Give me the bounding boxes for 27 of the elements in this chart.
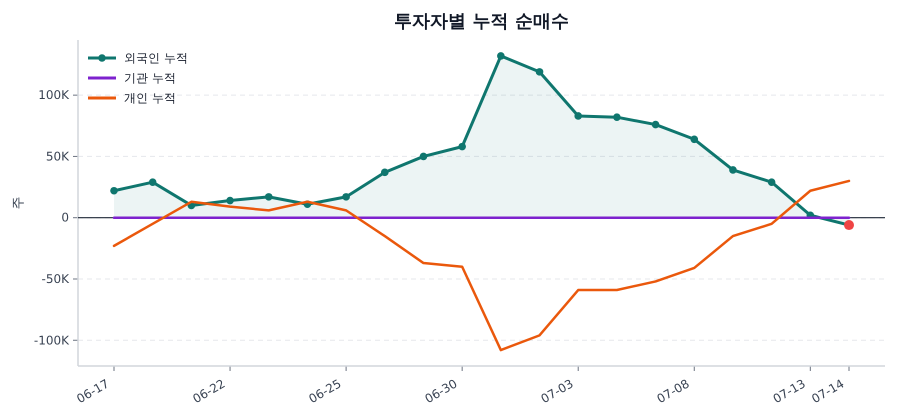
point <box>574 112 582 120</box>
point <box>420 152 428 160</box>
point <box>264 193 273 201</box>
point <box>226 196 234 204</box>
legend-label: 기관 누적 <box>124 71 176 85</box>
y-tick-label: -50K <box>42 272 70 286</box>
point <box>768 178 776 186</box>
point <box>652 120 660 128</box>
legend-label: 개인 누적 <box>124 91 176 105</box>
point <box>536 68 544 76</box>
chart-title: 투자자별 누적 순매수 <box>394 11 569 32</box>
y-tick-label: 100K <box>38 88 70 102</box>
point <box>729 166 737 174</box>
y-tick-label: 0 <box>61 210 69 225</box>
point <box>380 168 389 176</box>
y-axis-title: 주 <box>11 196 26 210</box>
line-series <box>112 180 850 352</box>
point <box>342 193 350 201</box>
point <box>148 178 156 186</box>
legend-label: 외국인 누적 <box>124 51 188 65</box>
y-tick-label: 50K <box>46 149 70 164</box>
point <box>110 186 118 195</box>
point <box>690 135 698 144</box>
point <box>497 52 505 60</box>
point <box>458 142 466 150</box>
y-tick-label: -100K <box>34 333 70 348</box>
point <box>613 113 621 122</box>
